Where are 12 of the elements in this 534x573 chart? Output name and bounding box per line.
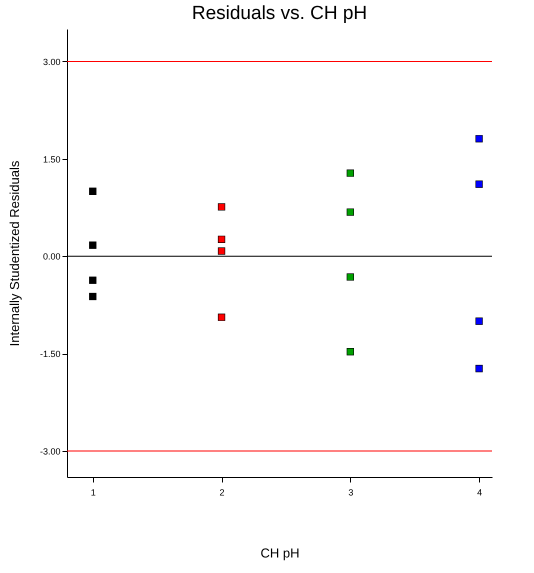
- x-tick-label: 2: [220, 488, 225, 498]
- y-axis-title: Internally Studentized Residuals: [6, 160, 22, 346]
- x-tick-label: 4: [477, 488, 482, 498]
- chart-title: Residuals vs. CH pH: [192, 3, 368, 24]
- y-tick-label: 3.00: [42, 56, 60, 67]
- y-tick-label: -1.50: [40, 349, 60, 360]
- y-tick-label: -3.00: [40, 446, 60, 457]
- y-tick-label: 0.00: [42, 252, 60, 262]
- x-axis-title: CH pH: [260, 546, 300, 560]
- y-tick-label: 1.50: [42, 154, 60, 164]
- x-tick-label: 1: [90, 488, 96, 498]
- x-tick-label: 3: [348, 488, 354, 498]
